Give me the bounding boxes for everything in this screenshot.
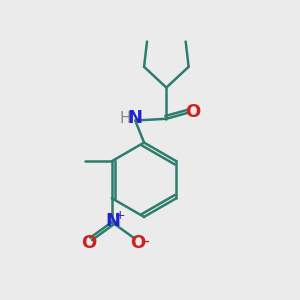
Text: H: H (120, 111, 131, 126)
Text: -: - (143, 232, 149, 250)
Text: O: O (81, 234, 97, 252)
Text: O: O (130, 234, 146, 252)
Text: +: + (115, 209, 125, 222)
Text: O: O (185, 103, 201, 121)
Text: N: N (106, 212, 121, 230)
Text: N: N (128, 109, 142, 127)
